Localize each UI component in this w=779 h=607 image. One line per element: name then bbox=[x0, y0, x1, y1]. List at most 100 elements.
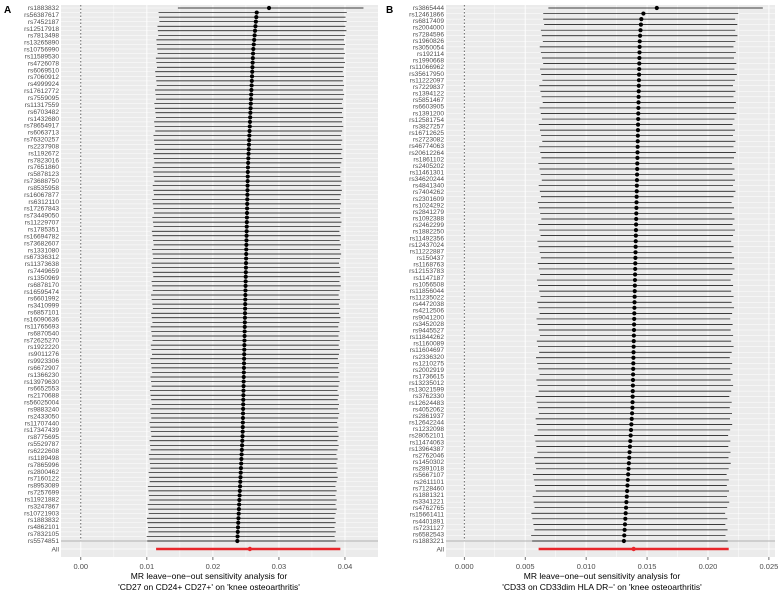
panel-b-estimate-point bbox=[630, 383, 635, 388]
panel-a-estimate-point bbox=[250, 65, 255, 70]
panel-b-snp-label: rs1882250 bbox=[413, 229, 444, 236]
panel-b-estimate-point bbox=[634, 183, 639, 188]
panel-a-snp-label: rs11765693 bbox=[25, 323, 60, 330]
panel-a-estimate-point bbox=[251, 42, 256, 47]
panel-a-estimate-point bbox=[253, 19, 258, 24]
panel-a-estimate-point bbox=[242, 324, 247, 329]
panel-b-estimate-point bbox=[631, 322, 637, 327]
panel-b-estimate-point bbox=[631, 355, 636, 360]
panel-a-snp-label: rs7559095 bbox=[28, 95, 59, 102]
panel-a-estimate-point bbox=[245, 183, 250, 188]
panel-b-estimate-point bbox=[631, 366, 636, 371]
panel-b-estimate-point bbox=[632, 305, 637, 310]
panel-a-snp-label: rs5574851 bbox=[28, 538, 59, 545]
panel-b-estimate-point bbox=[635, 155, 640, 161]
panel-b-estimate-point bbox=[633, 261, 638, 266]
panel-b-estimate-point bbox=[628, 438, 633, 444]
panel-a-snp-label: rs56387617 bbox=[24, 12, 59, 19]
panel-a-snp-label: rs6601992 bbox=[28, 296, 59, 303]
panel-a-estimate-point bbox=[240, 429, 245, 434]
panel-b-snp-label: rs13235012 bbox=[409, 380, 444, 387]
panel-b-estimate-point bbox=[626, 472, 631, 477]
panel-b-estimate-point bbox=[636, 105, 641, 111]
panel-a-estimate-point bbox=[248, 110, 253, 115]
panel-b-estimate-point bbox=[637, 44, 642, 49]
panel-b-snp-label: rs11235022 bbox=[410, 295, 445, 302]
panel-b-estimate-point bbox=[635, 122, 641, 127]
panel-b-snp-label: rs1092388 bbox=[413, 216, 444, 223]
panel-b-snp-label: rs35617950 bbox=[409, 71, 444, 78]
panel-a-snp-label: rs6870540 bbox=[28, 330, 59, 337]
panel-a-snp-label: rs6222608 bbox=[28, 448, 59, 455]
panel-a-snp-label: rs3247867 bbox=[28, 503, 59, 510]
panel-a-snp-label: rs3410999 bbox=[28, 303, 59, 310]
panel-a-snp-label: rs78654917 bbox=[24, 123, 59, 130]
panel-b-estimate-point bbox=[629, 416, 634, 421]
panel-a-snp-label: rs7257699 bbox=[28, 490, 59, 497]
panel-b-estimate-point bbox=[631, 344, 636, 349]
panel-b-xlabel-line1: MR leave−one−out sensitivity analysis fo… bbox=[524, 571, 681, 581]
panel-a-estimate-point bbox=[243, 283, 248, 288]
panel-b-snp-label: rs12461866 bbox=[409, 12, 444, 19]
panel-b-estimate-point bbox=[637, 55, 642, 61]
panel-a-estimate-point bbox=[250, 60, 255, 65]
panel-b-estimate-point bbox=[636, 89, 641, 94]
panel-b-snp-label: rs9041200 bbox=[413, 314, 444, 321]
panel-a-estimate-point bbox=[247, 128, 252, 134]
panel-b-snp-label: rs7229837 bbox=[413, 84, 444, 91]
panel-a-estimate-point bbox=[244, 238, 249, 243]
panel-a-x-tick-label: 0.03 bbox=[272, 562, 287, 571]
panel-b-estimate-point bbox=[623, 505, 629, 510]
panel-a-estimate-point bbox=[247, 138, 252, 143]
panel-a-estimate-point bbox=[242, 311, 248, 316]
panel-b-estimate-point bbox=[638, 22, 644, 27]
panel-a-estimate-point bbox=[241, 361, 247, 366]
panel-a-estimate-point bbox=[240, 420, 245, 425]
panel-a-estimate-point bbox=[247, 124, 252, 129]
panel-b-estimate-point bbox=[634, 172, 640, 177]
panel-b-snp-label: rs4472038 bbox=[413, 301, 444, 308]
panel-b-estimate-point bbox=[630, 388, 635, 394]
panel-b-estimate-point bbox=[633, 255, 638, 260]
panel-b-estimate-point bbox=[637, 33, 643, 38]
panel-a-snp-label: rs5878123 bbox=[28, 171, 59, 178]
panel-b-estimate-point bbox=[634, 189, 639, 194]
panel-a-snp-label: rs7865996 bbox=[28, 462, 59, 469]
panel-b-estimate-point bbox=[630, 377, 636, 383]
panel-b-x-tick-label: 0.015 bbox=[638, 562, 657, 571]
panel-a-snp-label: rs6069510 bbox=[28, 67, 59, 74]
panel-a-snp-label: rs6312110 bbox=[28, 199, 59, 206]
panel-b-snp-label: rs7231127 bbox=[413, 525, 444, 532]
panel-a-estimate-point bbox=[240, 415, 246, 421]
panel-a-snp-label: rs1192672 bbox=[28, 150, 59, 157]
panel-b-estimate-point bbox=[632, 316, 637, 322]
panel-a-estimate-point bbox=[241, 365, 247, 370]
panel-b-estimate-point bbox=[627, 450, 632, 455]
panel-b-estimate-point bbox=[632, 294, 637, 299]
panel-a-snp-label: rs2433050 bbox=[28, 413, 59, 420]
panel-b-snp-label: rs4401891 bbox=[413, 518, 444, 525]
panel-b-estimate-point bbox=[636, 100, 641, 105]
panel-a-estimate-point bbox=[236, 507, 242, 512]
panel-a-snp-label: rs1189498 bbox=[28, 455, 59, 462]
panel-b-estimate-point bbox=[632, 283, 637, 288]
panel-b-estimate-point bbox=[636, 72, 642, 77]
panel-b-snp-label: rs4841340 bbox=[413, 183, 444, 190]
panel-a-snp-label: rs4999924 bbox=[28, 81, 59, 88]
panel-b-estimate-point bbox=[624, 494, 629, 499]
panel-a-estimate-point bbox=[244, 206, 250, 211]
panel-b-snp-label: rs4212506 bbox=[413, 308, 444, 315]
panel-a-snp-label: rs16595474 bbox=[24, 289, 59, 296]
panel-a-estimate-point bbox=[245, 169, 250, 175]
panel-a-estimate-point bbox=[246, 142, 252, 147]
panel-a-estimate-point bbox=[236, 516, 241, 521]
panel-a-estimate-point bbox=[245, 179, 250, 184]
panel-a-estimate-point bbox=[244, 229, 249, 234]
panel-a-snp-label: rs6878170 bbox=[28, 282, 59, 289]
panel-a-snp-label: rs6063713 bbox=[28, 130, 59, 137]
panel-b-snp-label: rs12624483 bbox=[409, 400, 444, 407]
panel-a-estimate-point bbox=[249, 92, 254, 97]
panel-a-estimate-point bbox=[253, 24, 258, 29]
panel-b-snp-label: rs11604697 bbox=[410, 347, 445, 354]
panel-a-overall-point bbox=[247, 546, 253, 552]
